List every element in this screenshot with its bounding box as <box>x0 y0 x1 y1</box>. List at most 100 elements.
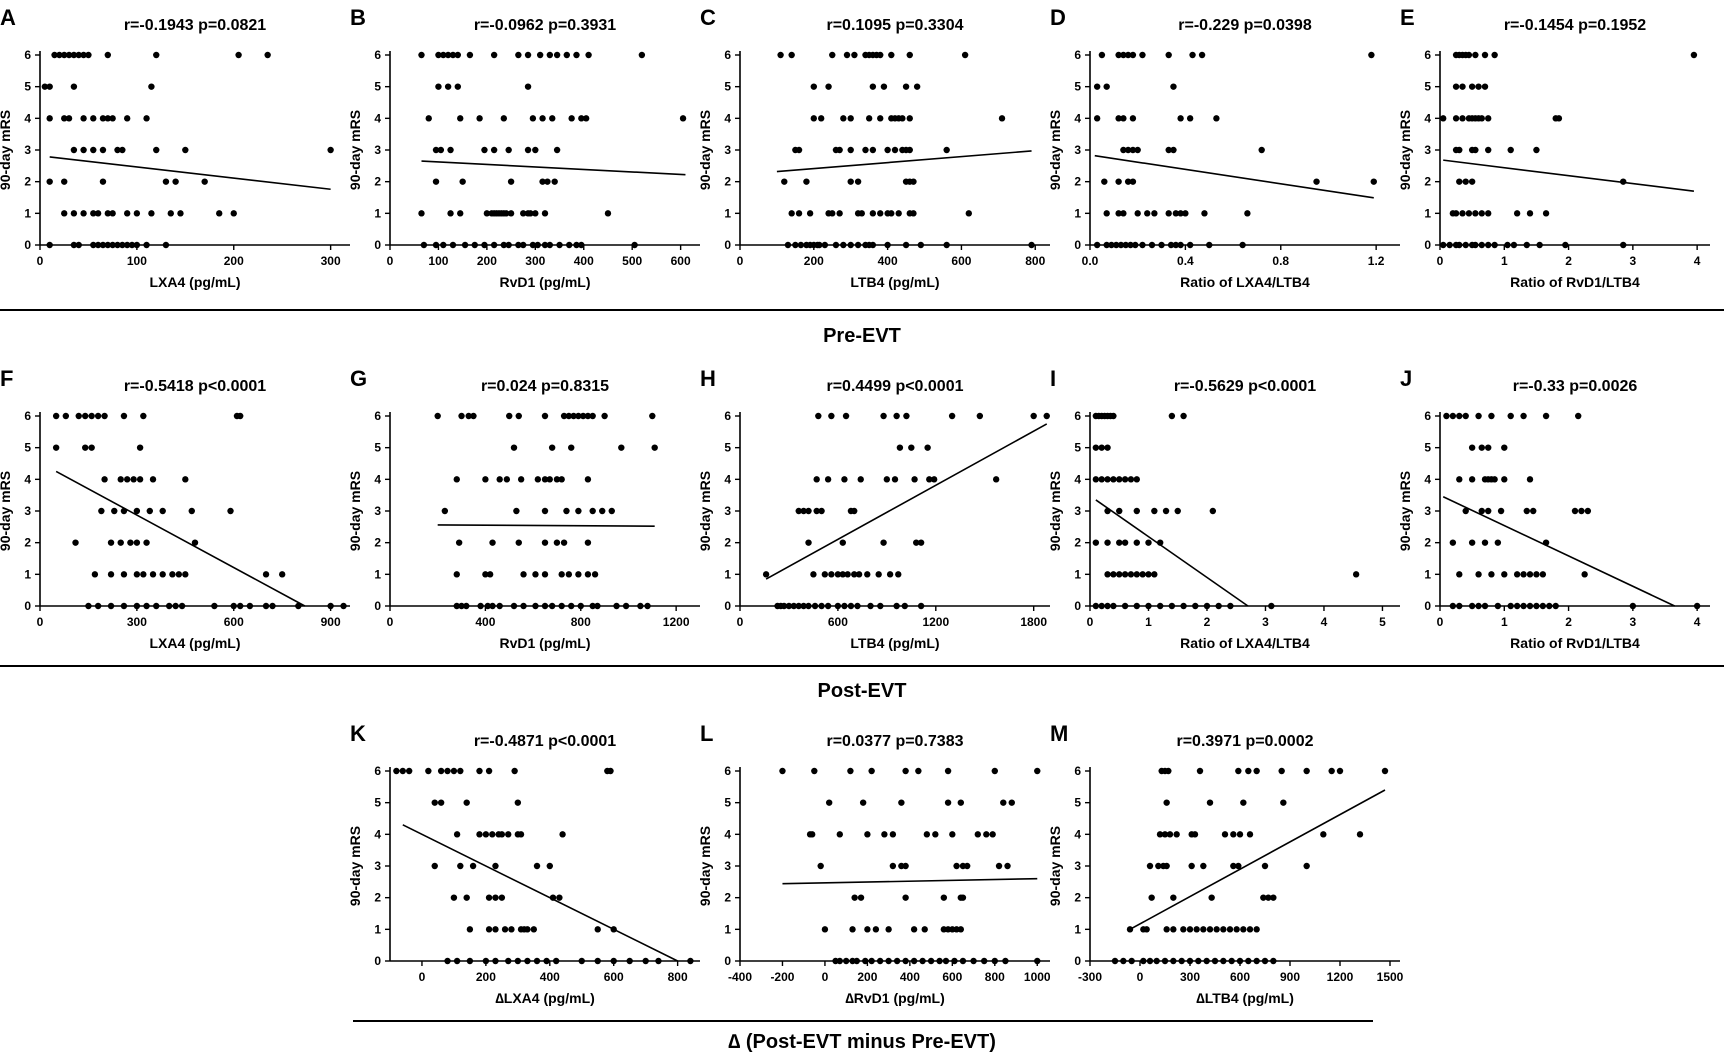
data-point <box>61 178 68 185</box>
data-point <box>1507 412 1514 420</box>
data-point <box>514 799 522 806</box>
data-point <box>485 767 493 775</box>
x-tick-label: 100 <box>428 254 448 268</box>
data-point <box>476 767 483 775</box>
data-point <box>1468 444 1476 451</box>
data-point <box>1129 178 1137 185</box>
data-point <box>1352 571 1360 578</box>
data-point <box>405 767 413 775</box>
data-point <box>1449 412 1457 420</box>
data-point <box>818 507 825 515</box>
data-point <box>932 831 939 838</box>
data-point <box>1156 602 1164 610</box>
data-point <box>513 507 520 515</box>
data-point <box>797 241 805 249</box>
data-point <box>520 571 527 578</box>
data-point <box>143 539 150 546</box>
data-point <box>104 210 112 217</box>
chart-title: r=-0.5418 p<0.0001 <box>124 378 266 395</box>
data-point <box>432 178 440 185</box>
data-point <box>1261 957 1269 965</box>
data-point <box>824 476 832 483</box>
x-tick-label: 0.4 <box>1177 254 1194 268</box>
y-tick-label: 3 <box>1074 859 1081 873</box>
y-tick-label: 0 <box>724 954 731 968</box>
data-point <box>94 602 102 610</box>
data-point <box>589 412 596 420</box>
data-point <box>795 507 802 515</box>
data-point <box>1253 957 1260 965</box>
data-point <box>847 178 854 185</box>
data-point <box>1200 926 1207 933</box>
data-point <box>902 957 909 965</box>
data-point <box>178 602 186 610</box>
data-point <box>458 602 465 610</box>
data-point <box>486 571 494 578</box>
data-point <box>133 571 141 578</box>
data-point <box>959 894 967 901</box>
y-tick-label: 4 <box>1074 111 1081 125</box>
x-tick-label: 0 <box>822 970 829 984</box>
data-point <box>52 444 60 451</box>
data-point <box>1552 602 1559 610</box>
panel-letter: G <box>350 366 367 391</box>
data-point <box>556 241 563 249</box>
data-point <box>482 831 490 838</box>
x-tick-label: 2 <box>1565 615 1572 629</box>
data-point <box>94 412 102 420</box>
data-point <box>959 957 967 965</box>
data-point <box>453 831 461 838</box>
data-point <box>1156 831 1164 838</box>
data-point <box>1115 178 1122 185</box>
data-point <box>943 241 950 249</box>
data-point <box>881 831 888 838</box>
data-point <box>898 799 905 806</box>
data-point <box>851 51 858 59</box>
data-point <box>1145 539 1152 546</box>
data-point <box>1180 412 1187 420</box>
data-point <box>885 926 892 933</box>
data-point <box>1165 210 1172 217</box>
data-point <box>851 507 858 515</box>
data-point <box>821 571 829 578</box>
data-point <box>795 210 803 217</box>
data-point <box>1328 767 1335 775</box>
data-point <box>133 210 141 217</box>
data-point <box>107 539 115 546</box>
data-point <box>162 241 170 249</box>
data-point <box>466 957 474 965</box>
data-point <box>805 602 812 610</box>
data-point <box>541 412 549 420</box>
data-point <box>1191 831 1199 838</box>
data-point <box>995 862 1003 870</box>
data-point <box>444 767 451 775</box>
y-tick-label: 1 <box>1424 567 1431 581</box>
data-point <box>1539 571 1547 578</box>
y-tick-label: 2 <box>724 175 731 189</box>
x-tick-label: -400 <box>728 970 752 984</box>
data-point <box>70 210 78 217</box>
data-point <box>471 241 478 249</box>
y-tick-label: 0 <box>24 238 31 252</box>
data-point <box>520 241 527 249</box>
data-point <box>515 412 522 420</box>
data-point <box>1129 115 1137 122</box>
data-point <box>1127 571 1135 578</box>
data-point <box>1510 241 1518 249</box>
data-point <box>75 241 82 249</box>
regression-line <box>421 160 686 176</box>
data-point <box>679 115 687 122</box>
x-axis-label: Ratio of RvD1/LTB4 <box>1510 635 1640 651</box>
data-point <box>107 571 115 578</box>
data-point <box>1151 571 1158 578</box>
data-point <box>638 51 646 59</box>
data-point <box>541 571 549 578</box>
data-point <box>1151 210 1158 217</box>
data-point <box>216 210 223 217</box>
data-point <box>546 476 553 483</box>
data-point <box>584 412 592 420</box>
y-tick-label: 0 <box>724 599 731 613</box>
y-tick-label: 5 <box>1424 80 1431 94</box>
data-point <box>1440 115 1447 122</box>
